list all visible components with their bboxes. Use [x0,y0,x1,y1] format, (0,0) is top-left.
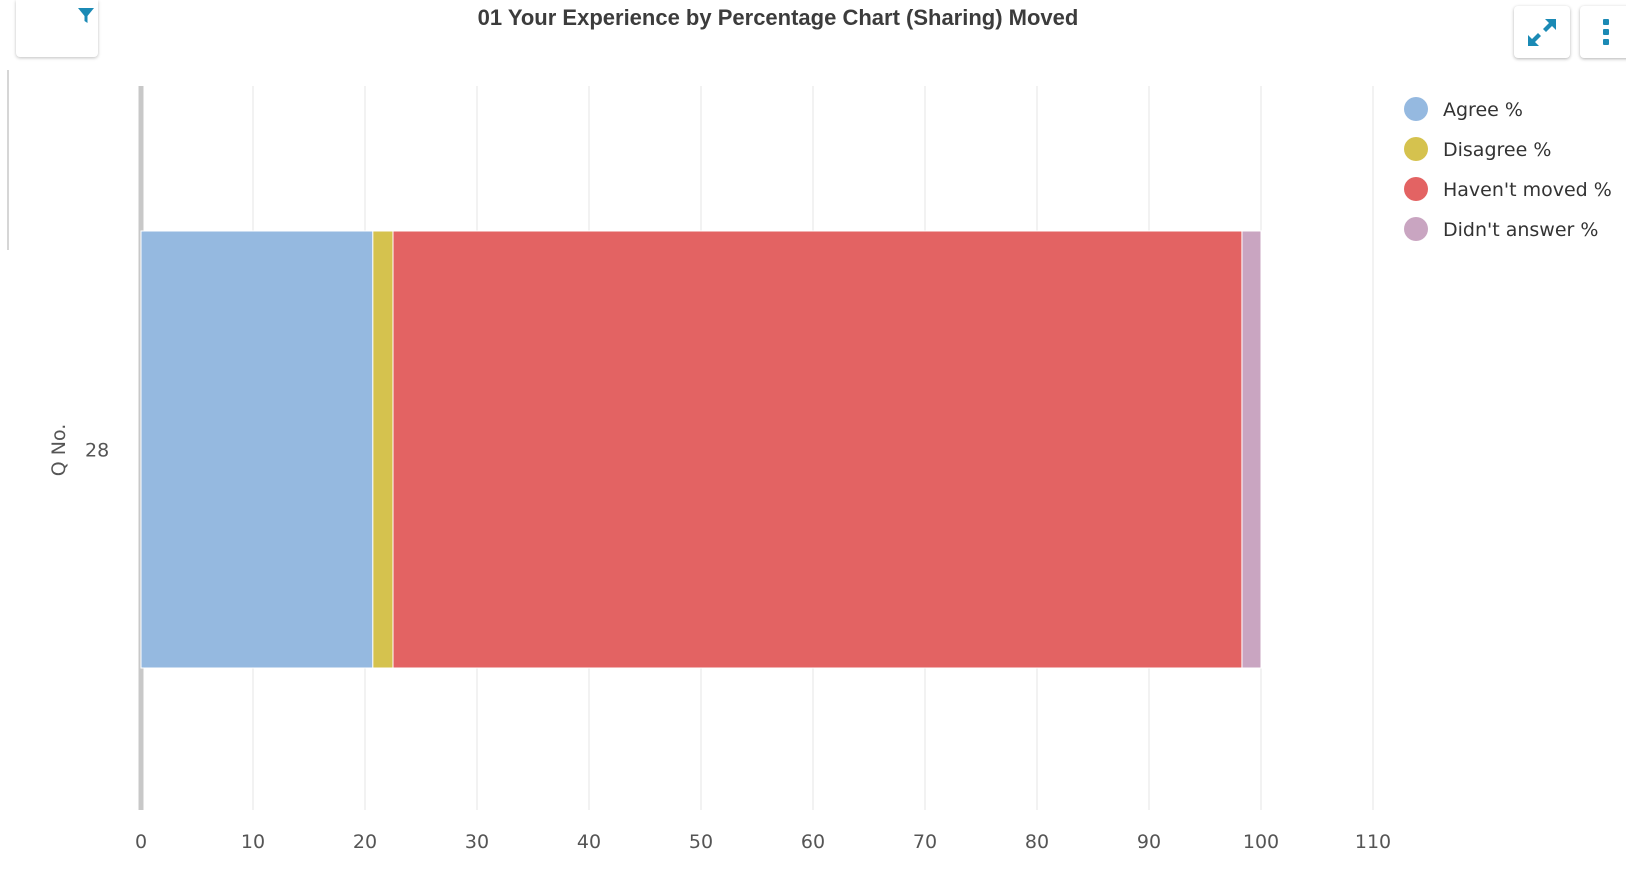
chart-title: 01 Your Experience by Percentage Chart (… [477,5,1079,30]
x-tick-label: 20 [353,831,377,853]
y-tick-label: 28 [85,440,109,462]
x-tick-label: 40 [577,831,601,853]
filter-icon[interactable] [76,6,96,26]
x-tick-label: 110 [1355,831,1391,853]
x-tick-label: 100 [1243,831,1279,853]
panel-edge [7,70,9,250]
x-tick-label: 10 [241,831,265,853]
legend-label: Haven't moved % [1443,179,1612,201]
legend-label: Didn't answer % [1443,219,1598,241]
x-tick-label: 0 [135,831,147,853]
legend-label: Disagree % [1443,139,1551,161]
x-tick-label: 50 [689,831,713,853]
legend-label: Agree % [1443,99,1523,121]
legend-swatch [1404,217,1428,241]
expand-icon [1528,19,1556,46]
bar-segment-didn-t-answer [1241,230,1262,669]
y-axis-label: Q No. [48,424,70,477]
x-tick-label: 70 [913,831,937,853]
more-options-button[interactable] [1580,6,1626,58]
legend-swatch [1404,137,1428,161]
expand-button[interactable] [1514,6,1570,58]
x-tick-label: 60 [801,831,825,853]
bar-segment-disagree [372,230,394,669]
bar-segment-agree [140,230,374,669]
x-tick-label: 80 [1025,831,1049,853]
legend-swatch [1404,97,1428,121]
bar-segment-haven-t-moved [392,230,1243,669]
more-vertical-icon [1603,19,1609,45]
x-tick-label: 90 [1137,831,1161,853]
x-tick-label: 30 [465,831,489,853]
legend-swatch [1404,177,1428,201]
